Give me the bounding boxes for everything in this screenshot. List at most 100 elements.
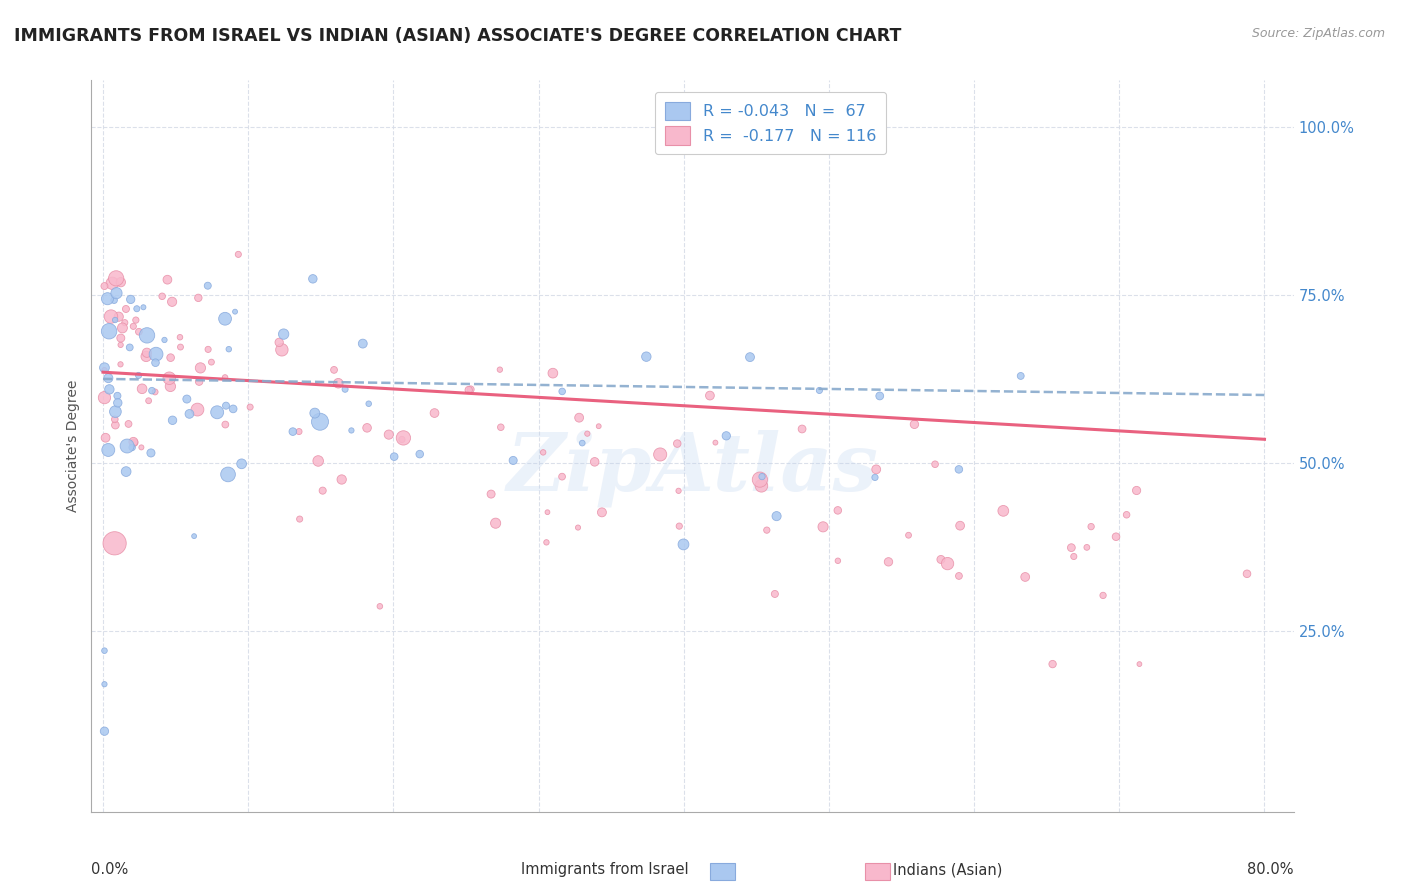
Point	[304, 406, 326, 420]
Point	[307, 454, 329, 468]
Point	[107, 310, 129, 324]
Point	[150, 289, 173, 303]
Point	[897, 528, 920, 542]
Point	[159, 351, 181, 365]
Point	[763, 587, 786, 601]
Point	[1063, 549, 1085, 564]
Point	[200, 355, 222, 369]
Point	[672, 537, 695, 551]
Point	[122, 434, 145, 449]
Point	[217, 467, 239, 482]
Point	[111, 321, 134, 335]
Point	[765, 509, 787, 524]
Point	[368, 599, 391, 614]
Point	[302, 272, 325, 286]
Point	[128, 325, 150, 339]
Point	[215, 399, 238, 413]
Point	[97, 442, 120, 457]
Point	[323, 363, 346, 377]
Point	[1125, 483, 1147, 498]
Point	[93, 363, 115, 377]
Point	[328, 376, 350, 391]
Point	[636, 350, 658, 364]
Point	[186, 402, 208, 417]
Point	[748, 473, 770, 487]
Point	[568, 410, 591, 425]
Point	[281, 425, 304, 439]
Point	[576, 426, 599, 441]
Point	[105, 271, 128, 285]
Point	[536, 505, 558, 519]
Point	[93, 643, 115, 657]
Point	[699, 388, 721, 402]
Point	[489, 362, 512, 376]
Point	[863, 470, 886, 484]
Point	[188, 375, 211, 389]
Point	[808, 384, 831, 398]
Point	[124, 435, 146, 450]
Point	[159, 379, 181, 393]
Point	[214, 311, 236, 326]
Point	[865, 462, 887, 476]
Point	[650, 447, 672, 461]
Point	[169, 340, 191, 354]
Point	[125, 313, 148, 327]
Point	[551, 469, 574, 483]
Point	[103, 293, 125, 308]
Point	[125, 301, 148, 316]
Point	[115, 465, 138, 479]
Point	[179, 407, 201, 421]
Point	[541, 366, 564, 380]
Point	[115, 439, 138, 453]
Point	[1076, 541, 1098, 555]
Point	[567, 520, 589, 534]
Point	[1236, 566, 1258, 581]
Point	[591, 505, 613, 519]
Point	[136, 328, 159, 343]
Point	[583, 455, 606, 469]
Point	[460, 383, 482, 397]
Point	[231, 457, 253, 471]
Point	[122, 319, 145, 334]
Point	[153, 333, 176, 347]
Point	[214, 417, 236, 432]
Point	[104, 412, 127, 426]
Point	[869, 389, 891, 403]
Text: Indians (Asian): Indians (Asian)	[893, 863, 1002, 877]
Point	[197, 278, 219, 293]
Point	[751, 479, 773, 493]
Text: IMMIGRANTS FROM ISRAEL VS INDIAN (ASIAN) ASSOCIATE'S DEGREE CORRELATION CHART: IMMIGRANTS FROM ISRAEL VS INDIAN (ASIAN)…	[14, 27, 901, 45]
Point	[143, 384, 166, 399]
Point	[948, 462, 970, 476]
Point	[98, 383, 121, 397]
Point	[270, 343, 292, 357]
Point	[162, 413, 184, 427]
Point	[138, 393, 160, 408]
Point	[929, 552, 952, 566]
Point	[107, 396, 129, 410]
Point	[169, 330, 191, 344]
Point	[228, 247, 250, 261]
Point	[502, 453, 524, 467]
Point	[145, 347, 167, 361]
Point	[96, 292, 118, 306]
Point	[110, 338, 132, 352]
Point	[948, 569, 970, 583]
Point	[104, 536, 127, 550]
Point	[93, 724, 115, 739]
Point	[135, 345, 157, 359]
Point	[115, 301, 138, 316]
Point	[309, 415, 332, 429]
Legend: R = -0.043   N =  67, R =  -0.177   N = 116: R = -0.043 N = 67, R = -0.177 N = 116	[655, 92, 886, 154]
Point	[1010, 368, 1032, 383]
Point	[288, 512, 311, 526]
Point	[93, 279, 115, 293]
Point	[392, 431, 415, 445]
Text: Immigrants from Israel: Immigrants from Israel	[522, 863, 689, 877]
Point	[668, 519, 690, 533]
Point	[949, 518, 972, 533]
Point	[183, 529, 205, 543]
Point	[104, 418, 127, 433]
Point	[120, 293, 142, 307]
Point	[110, 357, 132, 371]
